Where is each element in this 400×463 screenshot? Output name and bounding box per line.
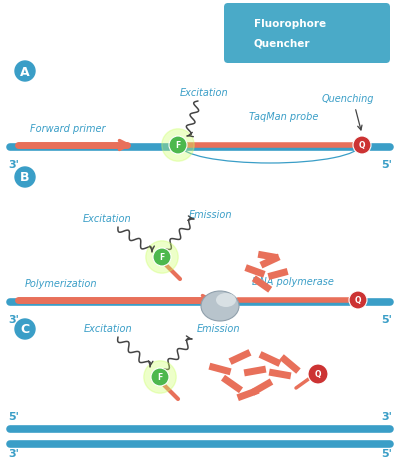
Ellipse shape: [201, 291, 239, 321]
Text: 5': 5': [381, 448, 392, 458]
Bar: [258, 251, 278, 262]
Text: 5': 5': [381, 160, 392, 169]
Circle shape: [162, 130, 194, 162]
Text: TaqMan probe: TaqMan probe: [249, 112, 319, 122]
Text: F: F: [157, 373, 163, 382]
Bar: [268, 269, 288, 281]
Circle shape: [235, 37, 249, 51]
Circle shape: [15, 319, 35, 339]
Text: C: C: [20, 323, 30, 336]
Text: B: B: [20, 171, 30, 184]
Circle shape: [144, 361, 176, 394]
Circle shape: [15, 168, 35, 188]
Bar: [221, 375, 243, 394]
Bar: [236, 387, 260, 401]
Text: F: F: [239, 19, 245, 28]
Text: F: F: [175, 141, 181, 150]
Bar: [268, 369, 292, 380]
Text: Q: Q: [355, 296, 361, 305]
Ellipse shape: [216, 294, 236, 307]
Bar: [251, 379, 273, 396]
Circle shape: [230, 12, 255, 37]
Text: 3': 3': [8, 160, 19, 169]
Circle shape: [308, 364, 328, 384]
Circle shape: [151, 368, 169, 386]
Text: 3': 3': [8, 448, 19, 458]
Text: Q: Q: [239, 39, 245, 49]
Text: Q: Q: [359, 141, 365, 150]
Text: Q: Q: [315, 369, 321, 379]
FancyBboxPatch shape: [224, 4, 390, 64]
Bar: [228, 350, 252, 365]
Text: Excitation: Excitation: [84, 323, 132, 333]
Bar: [244, 366, 266, 376]
Text: Excitation: Excitation: [180, 88, 228, 98]
Bar: [260, 254, 280, 269]
Text: 3': 3': [381, 411, 392, 421]
Circle shape: [353, 137, 371, 155]
Circle shape: [146, 241, 178, 274]
Circle shape: [235, 17, 249, 31]
Text: A: A: [20, 65, 30, 78]
Text: 5': 5': [381, 314, 392, 324]
Circle shape: [169, 137, 187, 155]
Text: 3': 3': [8, 314, 19, 324]
Bar: [252, 276, 272, 293]
Text: Excitation: Excitation: [83, 213, 131, 224]
Text: DNA polymerase: DNA polymerase: [252, 276, 334, 287]
Text: Emission: Emission: [196, 323, 240, 333]
Text: Forward primer: Forward primer: [30, 124, 106, 134]
Circle shape: [15, 62, 35, 82]
Text: Emission: Emission: [188, 210, 232, 219]
Text: Polymerization: Polymerization: [25, 278, 98, 288]
Bar: [208, 363, 232, 375]
Bar: [244, 265, 266, 278]
Text: 5': 5': [8, 411, 19, 421]
Bar: [279, 355, 301, 374]
Text: Quencher: Quencher: [254, 39, 310, 49]
Text: F: F: [159, 253, 165, 262]
Circle shape: [153, 249, 171, 266]
Text: Fluorophore: Fluorophore: [254, 19, 326, 29]
Bar: [258, 351, 282, 367]
Text: Quenching: Quenching: [322, 94, 374, 104]
Circle shape: [349, 291, 367, 309]
